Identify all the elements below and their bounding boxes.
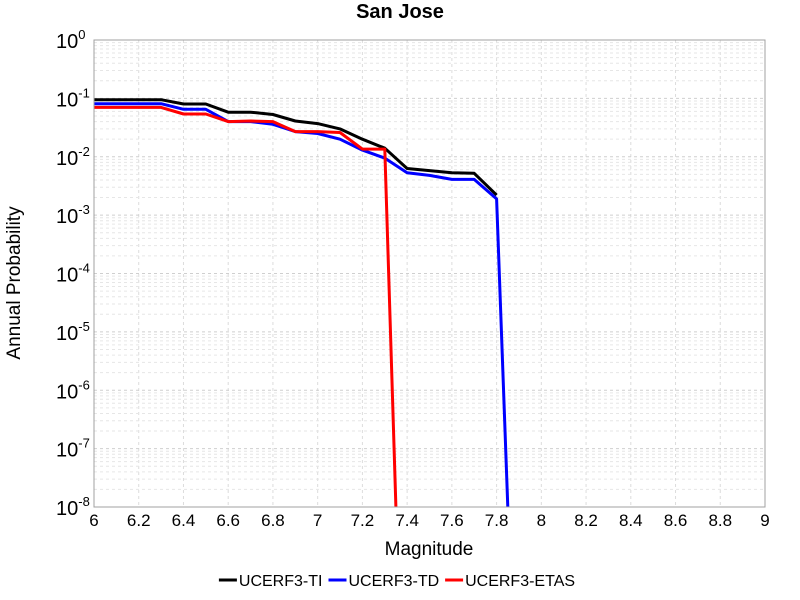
chart-title: San Jose [356,1,444,23]
x-tick-label: 6 [89,511,98,530]
series-line-ucerf3-ti [94,98,498,197]
y-axis-label: Annual Probability [4,206,25,360]
x-tick-label: 8.2 [574,511,598,530]
x-tick-label: 7.8 [485,511,509,530]
x-tick-label: 6.8 [261,511,285,530]
y-tick-label: 10-1 [56,85,90,111]
y-tick-label: 10-6 [56,377,90,403]
legend-item-ucerf3-td: UCERF3-TD [328,573,440,590]
legend-label: UCERF3-TD [349,573,440,590]
x-tick-label: 6.6 [216,511,240,530]
grid [93,40,766,508]
x-tick-label: 8.4 [619,511,643,530]
x-tick-label: 7.4 [395,511,419,530]
plot-frame [93,39,766,508]
legend-item-ucerf3-etas: UCERF3-ETAS [445,573,575,590]
x-tick-label: 8 [537,511,546,530]
y-tick-label: 10-2 [56,144,90,170]
y-tick-label: 10-4 [56,261,90,287]
x-tick-label: 6.4 [172,511,196,530]
x-tick-label: 7 [313,511,322,530]
x-tick-label: 8.8 [708,511,732,530]
y-tick-label: 10-7 [56,436,90,462]
y-tick-label: 100 [56,27,85,53]
x-axis-label: Magnitude [385,539,474,560]
x-tick-label: 7.2 [351,511,375,530]
x-tick-label: 8.6 [664,511,688,530]
legend: UCERF3-TI UCERF3-TD UCERF3-ETAS [218,573,575,590]
y-tick-label: 10-3 [56,202,90,228]
x-tick-label: 7.6 [440,511,464,530]
y-tick-labels: 100 10-1 10-2 10-3 10-4 10-5 10-6 10-7 10-8 [56,27,90,520]
y-tick-label: 10-8 [56,494,90,520]
series-line-ucerf3-etas [94,105,398,507]
series-lines [94,98,510,507]
legend-label: UCERF3-TI [239,573,323,590]
x-tick-label: 6.2 [127,511,151,530]
x-tick-label: 9 [760,511,769,530]
legend-label: UCERF3-ETAS [465,573,575,590]
legend-item-ucerf3-ti: UCERF3-TI [218,573,323,590]
y-tick-label: 10-5 [56,319,90,345]
x-tick-labels: 6 6.2 6.4 6.6 6.8 7 7.2 7.4 7.6 7.8 8 8.2 8.4 8.6 8.8 9 [89,511,769,530]
